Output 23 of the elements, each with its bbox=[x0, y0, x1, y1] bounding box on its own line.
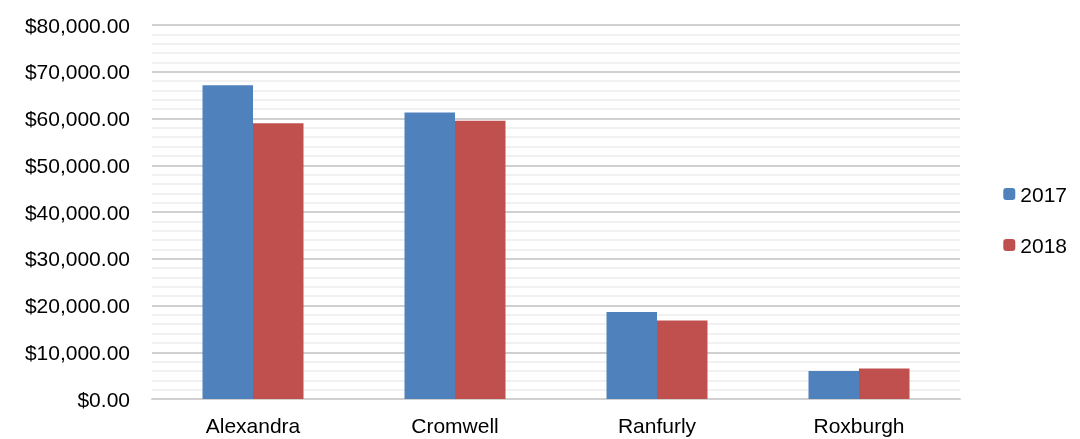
bar bbox=[253, 123, 304, 399]
x-tick-label: Cromwell bbox=[411, 414, 499, 437]
y-tick-label: $20,000.00 bbox=[24, 294, 130, 317]
y-tick-label: $80,000.00 bbox=[24, 13, 130, 37]
y-tick-label: $0.00 bbox=[77, 387, 130, 411]
legend-label: 2017 bbox=[1020, 182, 1067, 206]
y-tick-label: $70,000.00 bbox=[24, 60, 130, 84]
bar bbox=[808, 370, 859, 399]
bar bbox=[455, 120, 506, 399]
bar bbox=[657, 320, 708, 399]
y-tick-label: $40,000.00 bbox=[24, 200, 130, 224]
bar bbox=[606, 312, 657, 399]
y-tick-label: $50,000.00 bbox=[24, 153, 130, 177]
bar bbox=[859, 368, 910, 399]
y-tick-label: $30,000.00 bbox=[24, 247, 130, 271]
x-tick-label: Alexandra bbox=[205, 414, 301, 437]
bar bbox=[404, 112, 455, 399]
x-tick-label: Ranfurly bbox=[617, 414, 697, 437]
legend-label: 2018 bbox=[1020, 233, 1067, 257]
y-tick-label: $60,000.00 bbox=[24, 107, 130, 130]
y-tick-label: $10,000.00 bbox=[24, 340, 130, 364]
bar bbox=[202, 85, 253, 399]
x-tick-label: Roxburgh bbox=[813, 414, 905, 437]
